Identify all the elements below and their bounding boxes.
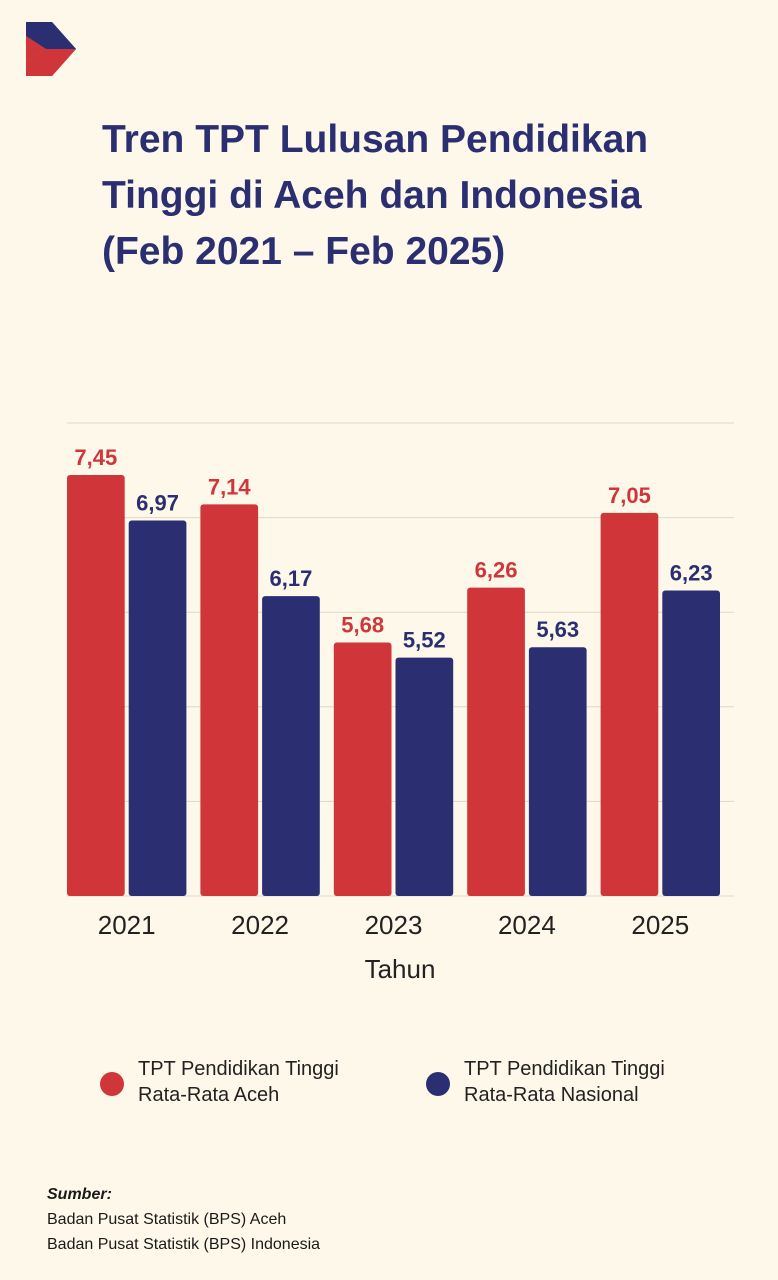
source-line-2: Badan Pusat Statistik (BPS) Indonesia xyxy=(47,1236,321,1253)
x-tick-label-2024: 2024 xyxy=(498,910,556,940)
data-label-nasional-2023: 5,52 xyxy=(403,628,446,653)
bar-aceh-2022 xyxy=(200,504,259,896)
legend-item-nasional: TPT Pendidikan Tinggi Rata-Rata Nasional xyxy=(426,1056,665,1108)
title-line-2: Tinggi di Aceh dan Indonesia xyxy=(102,174,642,217)
bar-nasional-2025 xyxy=(662,590,720,896)
data-label-aceh-2023: 5,68 xyxy=(341,612,384,637)
source-line-1: Badan Pusat Statistik (BPS) Aceh xyxy=(47,1211,287,1228)
bar-nasional-2023 xyxy=(395,657,454,896)
legend-aceh-line-1: TPT Pendidikan Tinggi xyxy=(138,1058,339,1080)
x-axis-label: Tahun xyxy=(365,954,436,984)
data-label-aceh-2025: 7,05 xyxy=(608,483,651,508)
title-line-3: (Feb 2021 – Feb 2025) xyxy=(102,230,506,273)
data-label-nasional-2024: 5,63 xyxy=(536,617,579,642)
x-tick-label-2022: 2022 xyxy=(231,910,289,940)
bar-aceh-2021 xyxy=(67,475,125,896)
source-note: Sumber: Badan Pusat Statistik (BPS) Aceh… xyxy=(47,1182,320,1257)
bar-aceh-2024 xyxy=(467,587,525,896)
source-heading: Sumber: xyxy=(47,1186,112,1203)
x-tick-label-2025: 2025 xyxy=(631,910,689,940)
bar-aceh-2025 xyxy=(600,512,659,896)
data-label-nasional-2025: 6,23 xyxy=(670,560,713,585)
bar-nasional-2022 xyxy=(262,596,320,896)
legend-nasional-line-2: Rata-Rata Nasional xyxy=(464,1084,639,1106)
x-tick-label-2023: 2023 xyxy=(365,910,423,940)
data-label-aceh-2024: 6,26 xyxy=(475,558,518,583)
bar-nasional-2024 xyxy=(528,647,587,896)
bar-nasional-2021 xyxy=(128,520,187,896)
data-label-aceh-2022: 7,14 xyxy=(208,474,252,499)
data-label-nasional-2022: 6,17 xyxy=(270,566,313,591)
chart-legend: TPT Pendidikan Tinggi Rata-Rata Aceh TPT… xyxy=(0,1056,778,1116)
legend-item-aceh: TPT Pendidikan Tinggi Rata-Rata Aceh xyxy=(100,1056,339,1108)
legend-aceh-line-2: Rata-Rata Aceh xyxy=(138,1084,280,1106)
bar-chart: 7,45 6,97 2021 7,14 6,17 2022 5,68 5,52 2023 6,26… xyxy=(67,422,734,984)
data-label-aceh-2021: 7,45 xyxy=(74,445,117,470)
legend-nasional-line-1: TPT Pendidikan Tinggi xyxy=(464,1058,665,1080)
legend-dot-aceh xyxy=(100,1072,124,1096)
legend-dot-nasional xyxy=(426,1072,450,1096)
title-line-1: Tren TPT Lulusan Pendidikan xyxy=(102,118,649,161)
bar-aceh-2023 xyxy=(333,642,392,896)
x-tick-label-2021: 2021 xyxy=(98,910,156,940)
chart-title: Tren TPT Lulusan Pendidikan Tinggi di Ac… xyxy=(102,112,742,280)
data-label-nasional-2021: 6,97 xyxy=(136,490,179,515)
play-arrow-logo-icon xyxy=(26,22,76,76)
